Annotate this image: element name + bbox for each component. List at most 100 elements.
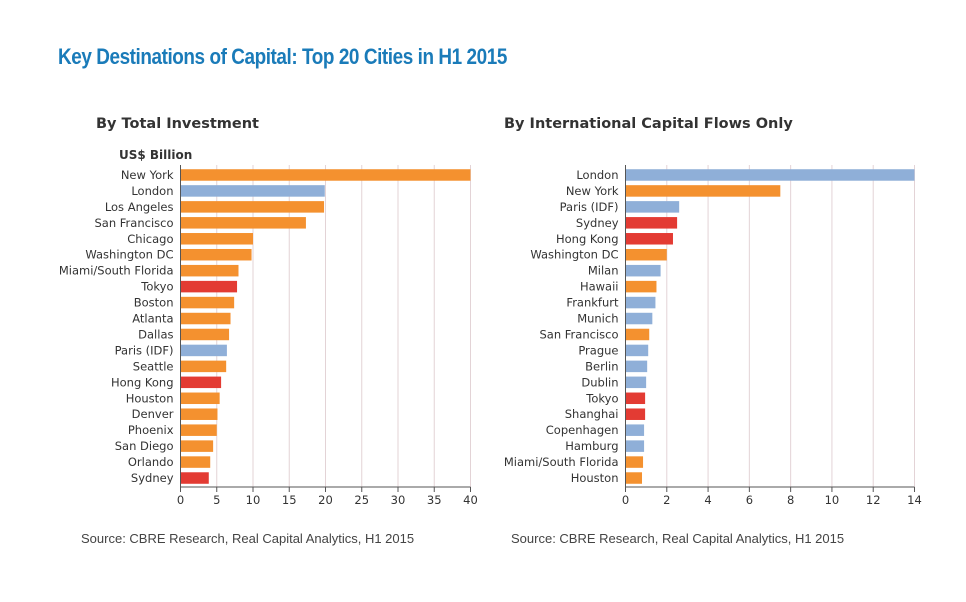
bar	[180, 233, 253, 245]
tick-label: 20	[318, 493, 333, 507]
category-label: London	[131, 184, 173, 198]
category-label: Los Angeles	[105, 200, 174, 214]
bar	[180, 360, 227, 373]
source-note-left: Source: CBRE Research, Real Capital Anal…	[81, 531, 415, 546]
bar	[180, 456, 211, 468]
category-label: Hong Kong	[111, 375, 174, 389]
category-label: Sydney	[131, 471, 174, 485]
bar	[180, 217, 306, 229]
category-label: Hawaii	[580, 280, 619, 294]
bar	[625, 344, 649, 357]
source-note-right: Source: CBRE Research, Real Capital Anal…	[511, 531, 845, 546]
category-label: Washington DC	[85, 248, 173, 262]
category-label: Munich	[577, 312, 618, 326]
category-label: San Francisco	[94, 216, 173, 230]
bar	[180, 201, 325, 213]
tick-label: 25	[354, 493, 369, 507]
tick-label: 10	[246, 493, 261, 507]
bar	[625, 312, 653, 325]
bar	[180, 169, 471, 181]
category-label: Sydney	[576, 216, 619, 230]
bar	[180, 376, 222, 389]
bar	[180, 408, 218, 420]
tick-label: 0	[622, 493, 629, 507]
bar	[180, 392, 220, 405]
bar	[180, 344, 227, 357]
bar	[625, 185, 781, 197]
bar	[625, 248, 667, 261]
category-label: Boston	[134, 296, 174, 310]
tick-label: 10	[825, 493, 840, 507]
bar	[180, 312, 231, 325]
category-label: Orlando	[128, 455, 174, 469]
bar-chart-international-flows: 0 2 4 6 8 10 12 14 London New York Paris (IDF) Sydn…	[504, 165, 922, 507]
bar	[180, 264, 239, 277]
bar	[180, 185, 325, 197]
page-title: Key Destinations of Capital: Top 20 Citi…	[58, 44, 507, 69]
category-label: Houston	[571, 471, 619, 485]
unit-label: US$ Billion	[119, 148, 193, 162]
category-label: New York	[121, 168, 174, 182]
category-label: Atlanta	[132, 312, 173, 326]
tick-label: 15	[282, 493, 297, 507]
bar	[180, 328, 230, 341]
chart-title-international-flows: By International Capital Flows Only	[504, 116, 793, 132]
bar	[625, 280, 657, 293]
category-label: Miami/South Florida	[504, 455, 619, 469]
bar	[625, 328, 650, 341]
bar	[180, 248, 252, 261]
bar	[625, 392, 646, 405]
bar	[625, 264, 661, 277]
bar	[625, 472, 643, 484]
category-label: New York	[566, 184, 619, 198]
category-label: Tokyo	[140, 280, 173, 294]
category-label: Hamburg	[565, 439, 618, 453]
category-label: Milan	[588, 264, 619, 278]
tick-label: 35	[427, 493, 442, 507]
category-label: Miami/South Florida	[59, 264, 174, 278]
bar	[625, 169, 915, 181]
category-label: Tokyo	[585, 391, 618, 405]
tick-label: 8	[787, 493, 794, 507]
bar	[180, 424, 217, 436]
tick-label: 0	[177, 493, 184, 507]
category-label: San Francisco	[539, 327, 618, 341]
category-label: Phoenix	[128, 423, 174, 437]
category-label: Houston	[126, 391, 174, 405]
category-label: Denver	[132, 407, 174, 421]
tick-label: 14	[907, 493, 922, 507]
category-label: Washington DC	[530, 248, 618, 262]
category-label: Berlin	[585, 359, 618, 373]
bar	[625, 201, 680, 213]
category-label: Paris (IDF)	[560, 200, 619, 214]
category-label: Chicago	[127, 232, 173, 246]
tick-label: 5	[213, 493, 220, 507]
category-label: Dublin	[581, 375, 618, 389]
tick-label: 12	[866, 493, 881, 507]
bar	[625, 408, 646, 420]
bar	[180, 296, 235, 309]
tick-label: 30	[391, 493, 406, 507]
category-label: Shanghai	[565, 407, 619, 421]
chart-title-total-investment: By Total Investment	[96, 116, 259, 132]
bar	[625, 360, 648, 373]
category-label: Paris (IDF)	[115, 343, 174, 357]
tick-label: 2	[663, 493, 670, 507]
tick-label: 6	[746, 493, 753, 507]
category-label: London	[576, 168, 618, 182]
category-label: Seattle	[133, 359, 174, 373]
tick-label: 40	[463, 493, 478, 507]
bar	[625, 296, 656, 309]
bar	[625, 456, 644, 468]
bar	[180, 472, 209, 484]
category-label: San Diego	[115, 439, 174, 453]
bar	[625, 217, 678, 229]
bar	[625, 376, 647, 389]
tick-label: 4	[704, 493, 711, 507]
bar	[180, 280, 238, 293]
bar	[625, 440, 645, 452]
category-label: Copenhagen	[546, 423, 619, 437]
category-label: Prague	[578, 343, 618, 357]
bar-chart-total-investment: 0 5 10 15 20 25 30 35 40 New York London Los Angele…	[59, 165, 478, 507]
